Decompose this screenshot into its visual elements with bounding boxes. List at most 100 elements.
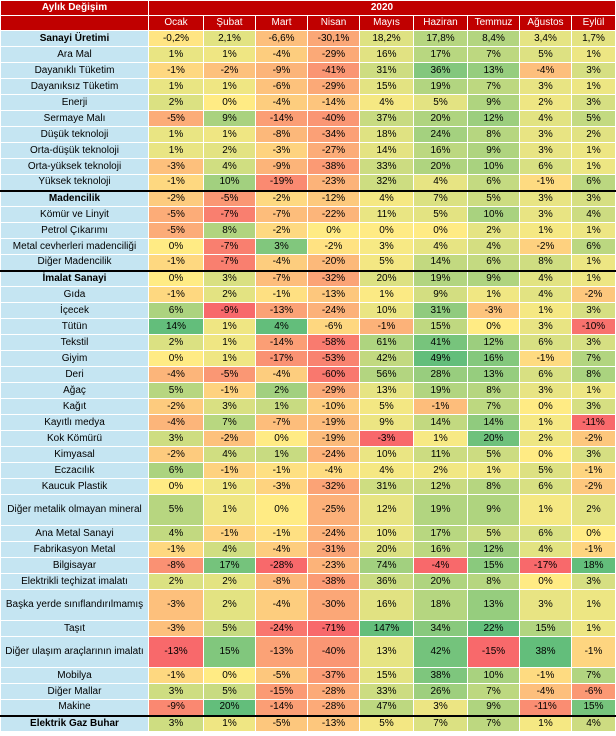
month-header: Nisan (307, 15, 360, 31)
value-cell: -0,2% (148, 30, 204, 47)
value-cell: 41% (413, 334, 468, 351)
table-row: Başka yerde sınıflandırılmamış -3% 2% -4% -3… (0, 589, 616, 621)
row-label: Taşıt (0, 620, 149, 637)
row-label: Fabrikasyon Metal (0, 541, 149, 558)
value-cell: 6% (467, 254, 520, 271)
value-cell: -3% (148, 158, 204, 175)
value-cell: 38% (413, 667, 468, 684)
value-cell: 6% (148, 302, 204, 319)
table-row: Sanayi Üretimi -0,2% 2,1% -6,6% -30,1% 18,2% 1… (0, 30, 616, 47)
value-cell: 5% (413, 206, 468, 223)
value-cell: 4% (571, 206, 616, 223)
value-cell: 1% (571, 589, 616, 621)
value-cell: 13% (359, 382, 414, 399)
value-cell: -5% (148, 222, 204, 239)
value-cell: 0% (467, 318, 520, 335)
value-cell: 1% (148, 126, 204, 143)
value-cell: 49% (413, 350, 468, 367)
value-cell: 11% (413, 446, 468, 463)
value-cell: -7% (255, 414, 308, 431)
value-cell: 7% (467, 714, 520, 732)
table-row: Taşıt -3% 5% -24% -71% 147% 34% 22% 15% 1% (0, 620, 616, 637)
table-row: Diğer metalik olmayan mineral 5% 1% 0% -25% 1… (0, 494, 616, 526)
table-row: Ara Mal 1% 1% -4% -29% 16% 17% 7% 5% 1% (0, 46, 616, 63)
value-cell: 1% (519, 222, 572, 239)
table-row: Kayıtlı medya -4% 7% -7% -19% 9% 14% 14% 1% -11% (0, 414, 616, 431)
value-cell: 61% (359, 334, 414, 351)
value-cell: 33% (359, 683, 414, 700)
row-label: Kimyasal (0, 446, 149, 463)
value-cell: -1% (519, 350, 572, 367)
value-cell: 4% (413, 238, 468, 255)
value-cell: 1% (571, 78, 616, 95)
row-label: Bilgisayar (0, 557, 149, 574)
table-row: İçecek 6% -9% -13% -24% 10% 31% -3% 1% 3% (0, 302, 616, 319)
value-cell: -2% (571, 478, 616, 495)
value-cell: -13% (255, 302, 308, 319)
value-cell: 2% (148, 334, 204, 351)
value-cell: 3% (571, 94, 616, 111)
row-label: Dayanıklı Tüketim (0, 62, 149, 79)
value-cell: -37% (307, 667, 360, 684)
value-cell: 9% (467, 699, 520, 716)
value-cell: -1% (255, 525, 308, 542)
value-cell: -1% (413, 398, 468, 415)
value-cell: -13% (148, 636, 204, 668)
value-cell: 1% (203, 334, 256, 351)
year-label: 2020 (148, 0, 616, 16)
value-cell: 2% (571, 126, 616, 143)
value-cell: -4% (255, 366, 308, 383)
value-cell: 3% (148, 714, 204, 732)
row-label: Düşük teknoloji (0, 126, 149, 143)
table-row: Metal cevherleri madenciliği 0% -7% 3% -2% 3%… (0, 238, 616, 255)
value-cell: -6% (255, 78, 308, 95)
value-cell: 33% (359, 158, 414, 175)
value-cell: 8% (467, 478, 520, 495)
value-cell: 2% (255, 382, 308, 399)
row-label: Diğer Mallar (0, 683, 149, 700)
value-cell: 12% (359, 494, 414, 526)
value-cell: -2% (203, 430, 256, 447)
value-cell: 56% (359, 366, 414, 383)
value-cell: -4% (413, 557, 468, 574)
value-cell: 18% (359, 126, 414, 143)
value-cell: -5% (203, 366, 256, 383)
value-cell: -17% (519, 557, 572, 574)
table-row: Giyim 0% 1% -17% -53% 42% 49% 16% -1% 7% (0, 350, 616, 367)
table-row: Petrol Çıkarımı -5% 8% -2% 0% 0% 0% 2% 1% 1% (0, 222, 616, 239)
value-cell: -6% (571, 683, 616, 700)
value-cell: 1% (571, 158, 616, 175)
value-cell: -2% (307, 238, 360, 255)
value-cell: 1% (519, 302, 572, 319)
value-cell: -10% (571, 318, 616, 335)
value-cell: 5% (413, 94, 468, 111)
value-cell: 22% (467, 620, 520, 637)
value-cell: -38% (307, 573, 360, 590)
value-cell: 1% (255, 446, 308, 463)
value-cell: 1% (467, 462, 520, 479)
value-cell: 3% (413, 699, 468, 716)
value-cell: -1% (203, 525, 256, 542)
value-cell: -24% (307, 525, 360, 542)
value-cell: 1% (203, 318, 256, 335)
month-header: Eylül (571, 15, 616, 31)
value-cell: 8% (467, 573, 520, 590)
table-row: Fabrikasyon Metal -1% 4% -4% -31% 20% 16% 12% 4%… (0, 541, 616, 558)
value-cell: 1% (571, 222, 616, 239)
value-cell: 14% (359, 142, 414, 159)
value-cell: -3% (148, 589, 204, 621)
value-cell: -34% (307, 126, 360, 143)
value-cell: -7% (203, 254, 256, 271)
value-cell: 1% (571, 620, 616, 637)
value-cell: -15% (255, 683, 308, 700)
value-cell: -29% (307, 382, 360, 399)
row-label: Enerji (0, 94, 149, 111)
value-cell: 13% (467, 589, 520, 621)
value-cell: 1% (203, 46, 256, 63)
value-cell: 4% (359, 94, 414, 111)
row-label: Tütün (0, 318, 149, 335)
row-label: Metal cevherleri madenciliği (0, 238, 149, 255)
value-cell: 42% (413, 636, 468, 668)
value-cell: -1% (255, 286, 308, 303)
